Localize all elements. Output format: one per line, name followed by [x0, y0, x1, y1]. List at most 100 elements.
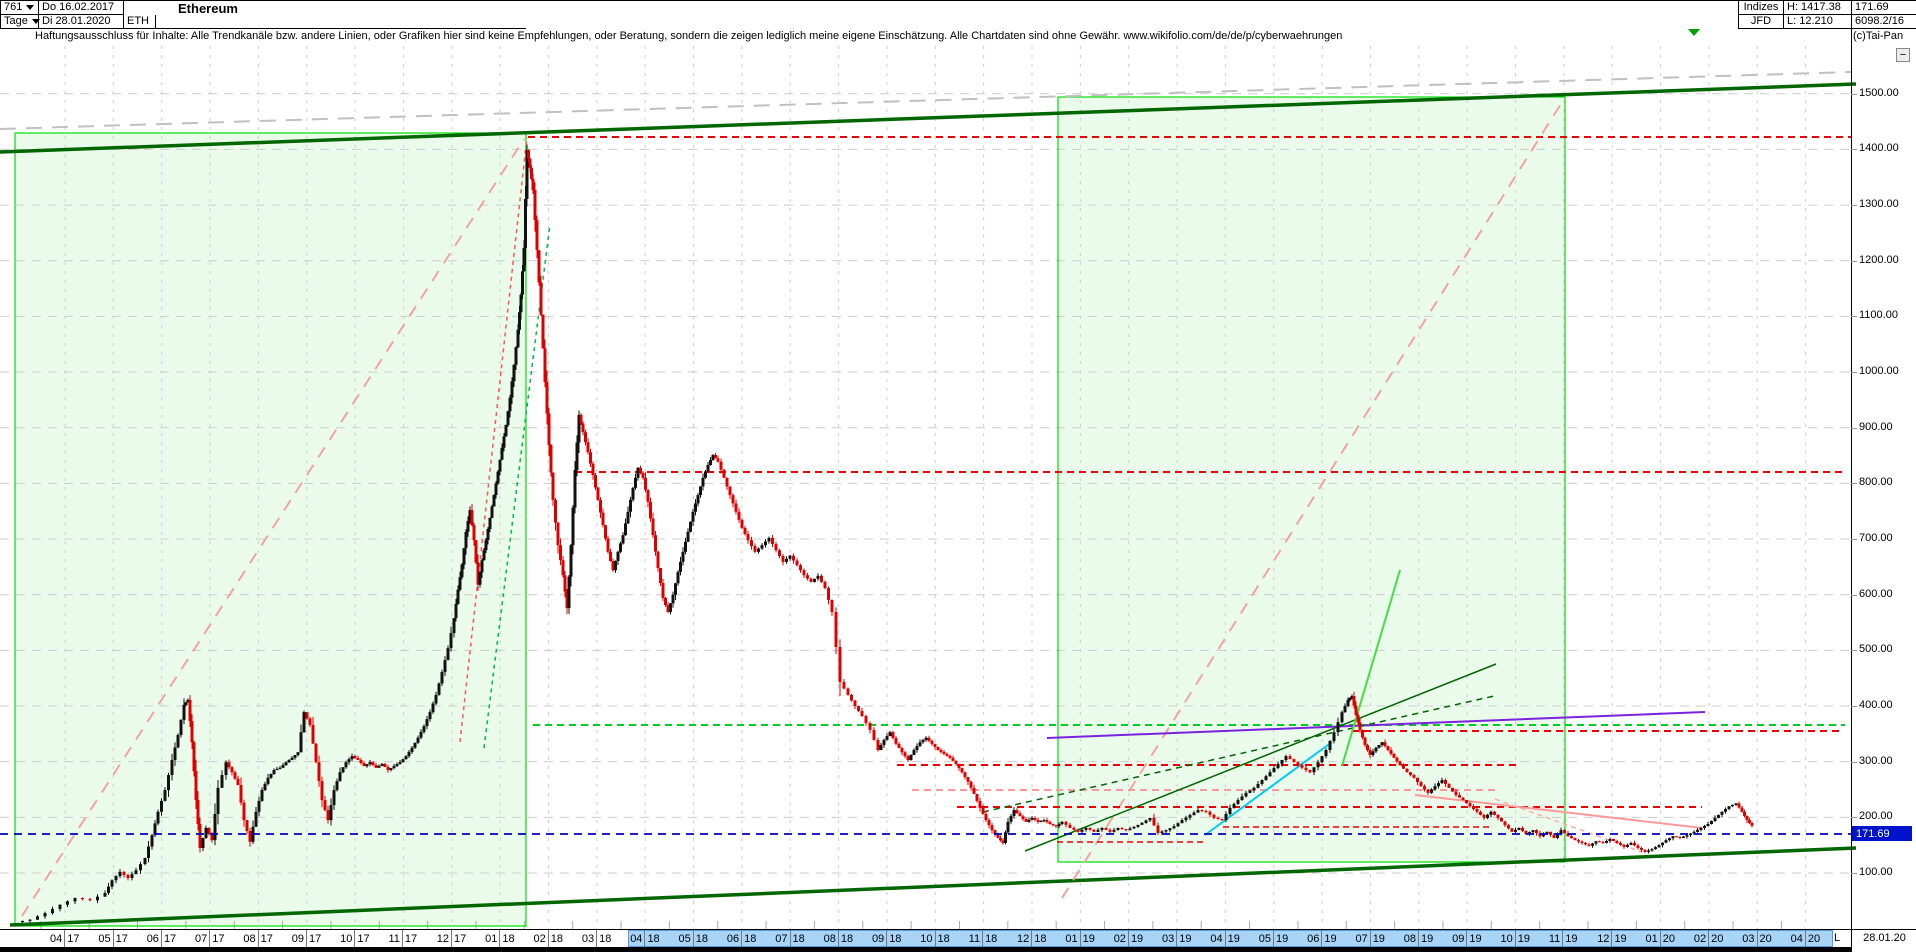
y-axis-tick — [1851, 149, 1857, 151]
y-axis-tick — [1851, 817, 1857, 819]
x-axis-label: 11 19 — [1549, 929, 1578, 947]
x-axis-label: 04 17 — [50, 929, 80, 947]
y-axis-tick — [1851, 316, 1857, 318]
x-axis-label: 03 18 — [582, 929, 611, 947]
steep-red-dotted — [459, 136, 528, 743]
y-axis-tick — [1851, 427, 1857, 429]
x-axis-label: 09 19 — [1452, 929, 1482, 947]
x-axis-label: 09 17 — [292, 929, 321, 947]
last-price-cell: 171.69 — [1851, 0, 1916, 15]
disclaimer-text: Haftungsausschluss für Inhalte: Alle Tre… — [35, 30, 1343, 42]
x-axis-label: 09 18 — [872, 929, 901, 947]
box1-diagonal — [21, 138, 525, 917]
y-axis-label: 100.00 — [1859, 866, 1893, 878]
y-axis-tick — [1851, 761, 1857, 763]
x-axis-label: 07 19 — [1355, 929, 1385, 947]
date-to-value: Di 28.01.2020 — [42, 15, 111, 27]
date-from-field[interactable]: Do 16.02.2017 — [39, 0, 124, 15]
x-axis-label: 06 18 — [727, 929, 756, 947]
copyright-label: (c)Tai-Pan — [1853, 30, 1904, 42]
y-axis-label: 700.00 — [1859, 532, 1893, 545]
pink-decline-solid — [1414, 794, 1703, 829]
y-axis-label: 1400.00 — [1859, 142, 1899, 155]
y-axis-label: 1300.00 — [1859, 198, 1899, 211]
collapse-button[interactable]: − — [1896, 48, 1910, 62]
y-axis-label: 1500.00 — [1859, 86, 1899, 99]
x-axis-label: 06 19 — [1307, 929, 1337, 947]
y-axis-tick — [1851, 93, 1857, 95]
x-axis-label: 07 18 — [775, 929, 805, 947]
date-from-value: Do 16.02.2017 — [42, 1, 115, 13]
x-axis-label: 10 17 — [340, 929, 370, 947]
marker-triangle-icon — [1688, 29, 1700, 36]
x-axis-label: 05 17 — [98, 929, 128, 947]
session-low-cell: L: 12.210 — [1783, 15, 1851, 29]
y-axis-label: 200.00 — [1859, 810, 1893, 823]
x-axis-label: 08 19 — [1404, 929, 1433, 947]
feed-cell: JFD — [1738, 15, 1783, 29]
trend-box-2017 — [15, 133, 526, 926]
x-axis-label: 11 17 — [388, 929, 417, 947]
x-axis-label: 02 19 — [1114, 929, 1143, 947]
x-axis-label: 10 18 — [920, 929, 950, 947]
y-axis-tick — [1851, 205, 1857, 207]
x-axis-border — [0, 929, 1916, 930]
y-axis-label: 1100.00 — [1859, 309, 1898, 322]
annotation-lines — [0, 71, 1857, 927]
x-axis-label: 02 20 — [1694, 929, 1723, 947]
fan-green-solid — [1024, 663, 1497, 852]
x-axis-label: 03 19 — [1162, 929, 1192, 947]
trend-box-2017-border — [14, 132, 527, 927]
purple-trend-line — [1046, 711, 1706, 739]
y-axis-label: 400.00 — [1859, 699, 1893, 712]
y-axis-label: 600.00 — [1859, 587, 1893, 600]
chevron-down-icon — [31, 19, 40, 24]
x-axis-label: 02 18 — [534, 929, 563, 947]
date-to-field[interactable]: Di 28.01.2020 — [39, 15, 124, 29]
x-axis-label: 06 17 — [147, 929, 176, 947]
x-axis-label: 11 18 — [969, 929, 997, 947]
exchange-cell: Indizes — [1738, 0, 1783, 15]
symbol-cell: ETH — [124, 15, 156, 29]
header-divider — [156, 28, 526, 29]
bars-count-value: 761 — [4, 1, 23, 13]
y-axis-tick — [1851, 650, 1857, 652]
x-axis-label: 04 20 — [1791, 929, 1820, 947]
period-value: Tage — [4, 15, 28, 27]
box2-diagonal — [1061, 98, 1565, 899]
period-dropdown[interactable]: Tage — [0, 15, 40, 29]
axis-border — [1851, 29, 1852, 952]
y-axis-label: 800.00 — [1859, 476, 1893, 489]
x-axis-label: 04 18 — [630, 929, 660, 947]
x-axis-label: 01 20 — [1646, 929, 1675, 947]
candlestick-series — [21, 144, 1754, 923]
x-axis-label: 07 17 — [195, 929, 225, 947]
y-axis-tick — [1851, 706, 1857, 708]
top-border — [0, 0, 1916, 1]
y-axis-label: 1200.00 — [1859, 253, 1899, 266]
steep-green-dotted — [483, 223, 551, 749]
trend-box-borders — [14, 96, 1566, 927]
low-marker-label: L — [1834, 932, 1841, 944]
gridlines — [0, 46, 1851, 929]
y-axis-label: 1000.00 — [1859, 365, 1899, 378]
bars-count-dropdown[interactable]: 761 — [0, 0, 39, 15]
y-axis-tick — [1851, 539, 1857, 541]
x-axis-label: 03 20 — [1742, 929, 1772, 947]
instrument-title: Ethereum — [178, 1, 238, 16]
y-axis-label: 500.00 — [1859, 643, 1893, 656]
upper-channel-line — [0, 82, 1857, 154]
spring-green-steep — [1341, 569, 1401, 767]
y-axis-tick — [1851, 483, 1857, 485]
bottom-scrollbar[interactable] — [0, 947, 1851, 952]
trend-box-2019-border — [1057, 96, 1566, 863]
volume-cell: 6098.2/16 — [1851, 15, 1916, 29]
x-axis-label: 04 19 — [1210, 929, 1240, 947]
x-axis-label: 05 19 — [1259, 929, 1288, 947]
y-axis-tick — [1851, 594, 1857, 596]
session-high-cell: H: 1417.38 — [1783, 0, 1851, 15]
cursor-date-label: 28.01.20 — [1863, 932, 1906, 944]
x-axis-label: 08 17 — [243, 929, 273, 947]
x-axis-highlight — [628, 930, 1833, 947]
